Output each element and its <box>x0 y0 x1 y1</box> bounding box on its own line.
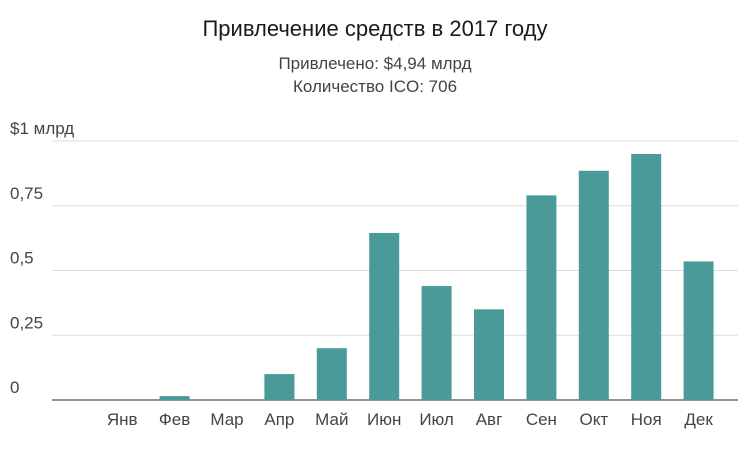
bar-Июн <box>369 232 400 400</box>
x-tick-label: Авг <box>476 410 503 429</box>
bar-Окт <box>578 170 609 400</box>
bar-Авг <box>474 309 504 400</box>
x-tick-label: Апр <box>264 410 294 429</box>
x-tick-label: Май <box>315 410 348 429</box>
y-tick-label: $1 млрд <box>10 119 74 138</box>
x-tick-label: Дек <box>684 410 713 429</box>
chart-subtitle-raised: Привлечено: $4,94 млрд <box>278 54 472 73</box>
bar-Дек <box>683 261 714 400</box>
x-tick-label: Фев <box>159 410 190 429</box>
x-axis-labels: Янв Фев Мар Апр Май Июн Июл Авг Сен Окт Ноя Дек <box>107 410 714 429</box>
bar-Май <box>316 348 347 400</box>
y-axis-labels: 0 0,25 0,5 0,75 $1 млрд <box>10 119 74 397</box>
x-tick-label: Окт <box>579 410 608 429</box>
bar-Сен <box>526 195 557 400</box>
bar-Апр <box>264 374 295 400</box>
y-tick-label: 0,75 <box>10 184 43 203</box>
bar-Фев <box>159 396 190 400</box>
x-tick-label: Ноя <box>631 410 662 429</box>
x-tick-label: Сен <box>526 410 557 429</box>
chart-subtitle-ico-count: Количество ICO: 706 <box>292 77 458 96</box>
x-tick-label: Мар <box>210 410 243 429</box>
y-tick-label: 0 <box>10 378 19 397</box>
chart-title: Привлечение средств в 2017 году <box>202 16 548 41</box>
bar-Ноя <box>631 153 662 400</box>
bars <box>159 153 714 400</box>
x-tick-label: Янв <box>107 410 138 429</box>
x-tick-label: Июн <box>367 410 401 429</box>
y-tick-label: 0,5 <box>10 249 34 268</box>
y-tick-label: 0,25 <box>10 313 43 332</box>
bar-Июл <box>421 286 452 400</box>
x-tick-label: Июл <box>419 410 454 429</box>
